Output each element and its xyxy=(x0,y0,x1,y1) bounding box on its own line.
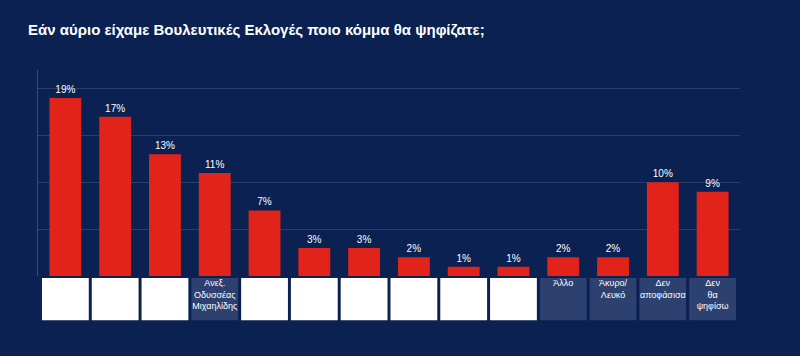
svg-text:11%: 11% xyxy=(205,159,224,170)
svg-text:3%: 3% xyxy=(307,234,322,245)
svg-text:7%: 7% xyxy=(257,196,272,207)
svg-text:10%: 10% xyxy=(653,168,673,179)
svg-text:19%: 19% xyxy=(55,84,75,95)
svg-text:Άκυρο/Λευκό: Άκυρο/Λευκό xyxy=(599,278,628,300)
svg-text:17%: 17% xyxy=(105,103,125,114)
svg-text:Άλλο: Άλλο xyxy=(553,278,573,288)
svg-text:Ανεξ.ΟδυσσέαςΜιχαηλίδης: Ανεξ.ΟδυσσέαςΜιχαηλίδης xyxy=(192,278,238,311)
svg-text:1%: 1% xyxy=(506,253,521,264)
svg-text:Εάν αύριο είχαμε Βουλευτικές Ε: Εάν αύριο είχαμε Βουλευτικές Εκλογές ποι… xyxy=(28,21,485,38)
svg-text:1%: 1% xyxy=(456,253,471,264)
svg-text:3%: 3% xyxy=(357,234,372,245)
svg-text:Δενθαψηφίσω: Δενθαψηφίσω xyxy=(697,278,729,311)
svg-text:2%: 2% xyxy=(407,243,422,254)
svg-text:13%: 13% xyxy=(155,140,175,151)
svg-text:2%: 2% xyxy=(606,243,621,254)
svg-text:Δεναποφάσισα: Δεναποφάσισα xyxy=(640,278,686,300)
svg-text:2%: 2% xyxy=(556,243,571,254)
svg-text:9%: 9% xyxy=(705,178,720,189)
